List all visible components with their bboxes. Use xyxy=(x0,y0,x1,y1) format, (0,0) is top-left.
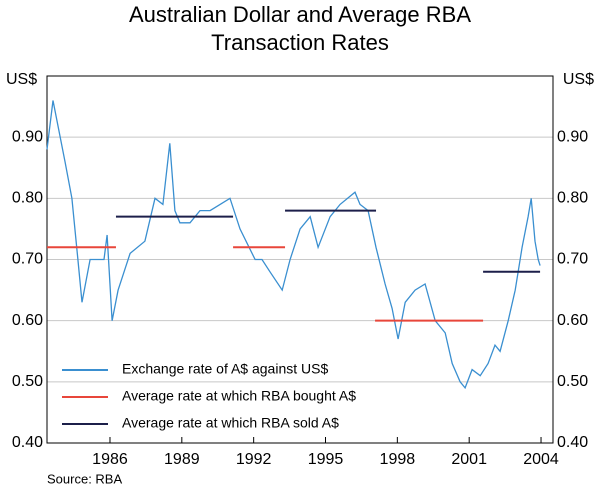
legend-label: Exchange rate of A$ against US$ xyxy=(122,361,328,377)
y-tick-label: 0.80 xyxy=(12,190,43,207)
y-tick-label: 0.40 xyxy=(12,434,43,451)
y2-tick-label: 0.40 xyxy=(557,434,588,451)
y-unit-label: US$ xyxy=(6,71,37,88)
plot-frame xyxy=(46,75,554,444)
x-tick-label: 1995 xyxy=(308,451,344,468)
source-note: Source: RBA xyxy=(47,471,122,486)
y2-tick-label: 0.90 xyxy=(557,128,588,145)
y-tick-label: 0.50 xyxy=(12,373,43,390)
y2-tick-label: 0.50 xyxy=(557,373,588,390)
y2-tick-label: 0.60 xyxy=(557,312,588,329)
x-tick-label: 1992 xyxy=(236,451,272,468)
y2-tick-label: 0.70 xyxy=(557,251,588,268)
legend-label: Average rate at which RBA sold A$ xyxy=(122,415,339,431)
legend-label: Average rate at which RBA bought A$ xyxy=(122,388,356,404)
y2-unit-label: US$ xyxy=(563,71,594,88)
y-tick-label: 0.70 xyxy=(12,251,43,268)
x-tick-label: 2004 xyxy=(523,451,559,468)
y-tick-label: 0.60 xyxy=(12,312,43,329)
x-tick-label: 2001 xyxy=(451,451,487,468)
chart-title: Transaction Rates xyxy=(211,30,389,55)
y2-tick-label: 0.80 xyxy=(557,190,588,207)
y-tick-label: 0.90 xyxy=(12,128,43,145)
x-tick-label: 1986 xyxy=(92,451,128,468)
exchange-rate-line xyxy=(46,100,541,390)
x-tick-label: 1989 xyxy=(164,451,200,468)
chart-title: Australian Dollar and Average RBA xyxy=(129,2,471,27)
x-tick-label: 1998 xyxy=(380,451,416,468)
